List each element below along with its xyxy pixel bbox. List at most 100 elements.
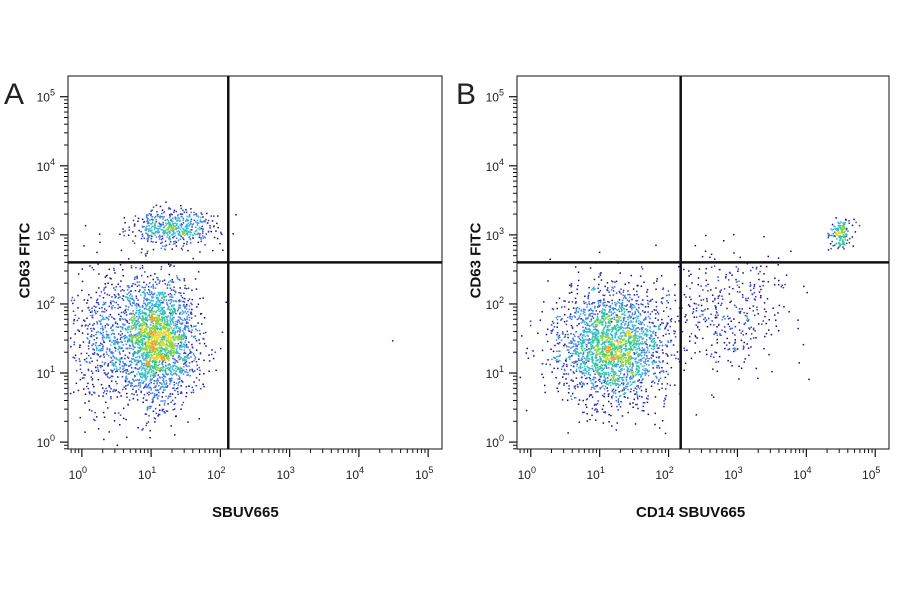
event-dot	[158, 311, 160, 313]
event-dot	[181, 339, 183, 341]
event-dot	[147, 303, 149, 305]
event-dot	[168, 340, 170, 342]
event-dot	[140, 341, 142, 343]
event-dot	[162, 400, 164, 402]
event-dot	[623, 317, 625, 319]
event-dot	[607, 325, 609, 327]
event-dot	[178, 316, 180, 318]
event-dot	[631, 378, 633, 380]
event-dot	[569, 359, 571, 361]
event-dot	[164, 310, 166, 312]
event-dot	[603, 295, 605, 297]
event-dot	[591, 339, 593, 341]
event-dot	[84, 299, 86, 301]
event-dot	[167, 347, 169, 349]
event-dot	[614, 302, 616, 304]
event-dot	[630, 376, 632, 378]
event-dot	[664, 398, 666, 400]
event-dot	[614, 281, 616, 283]
event-dot	[178, 375, 180, 377]
event-dot	[186, 313, 188, 315]
event-dot	[188, 374, 190, 376]
event-dot	[139, 309, 141, 311]
event-dot	[189, 362, 191, 364]
event-dot	[128, 381, 130, 383]
event-dot	[145, 349, 147, 351]
event-dot	[138, 328, 140, 330]
event-dot	[180, 300, 182, 302]
event-dot	[115, 348, 117, 350]
event-dot	[149, 294, 151, 296]
event-dot	[112, 370, 114, 372]
event-dot	[184, 278, 186, 280]
event-dot	[95, 306, 97, 308]
event-dot	[158, 395, 160, 397]
event-dot	[173, 353, 175, 355]
event-dot	[597, 369, 599, 371]
event-dot	[117, 445, 119, 447]
event-dot	[153, 373, 155, 375]
event-dot	[173, 232, 175, 234]
event-dot	[151, 354, 153, 356]
event-dot	[144, 376, 146, 378]
event-dot	[557, 332, 559, 334]
event-dot	[88, 307, 90, 309]
event-dot	[188, 220, 190, 222]
event-dot	[117, 376, 119, 378]
event-dot	[592, 362, 594, 364]
event-dot	[168, 238, 170, 240]
event-dot	[157, 397, 159, 399]
event-dot	[176, 349, 178, 351]
event-dot	[173, 373, 175, 375]
event-dot	[175, 225, 177, 227]
event-dot	[179, 279, 181, 281]
event-dot	[632, 366, 634, 368]
event-dot	[161, 224, 163, 226]
event-dot	[126, 336, 128, 338]
event-dot	[600, 275, 602, 277]
event-dot	[170, 313, 172, 315]
event-dot	[139, 317, 141, 319]
event-dot	[636, 391, 638, 393]
event-dot	[562, 331, 564, 333]
event-dot	[161, 333, 163, 335]
event-dot	[184, 319, 186, 321]
event-dot	[629, 315, 631, 317]
event-dot	[200, 212, 202, 214]
event-dot	[155, 232, 157, 234]
event-dot	[137, 394, 139, 396]
event-dot	[190, 356, 192, 358]
event-dot	[557, 319, 559, 321]
event-dot	[124, 222, 126, 224]
event-dot	[198, 233, 200, 235]
event-dot	[182, 214, 184, 216]
event-dot	[656, 301, 658, 303]
event-dot	[208, 220, 210, 222]
event-dot	[652, 311, 654, 313]
event-dot	[172, 315, 174, 317]
event-dot	[181, 224, 183, 226]
event-dot	[568, 309, 570, 311]
event-dot	[178, 384, 180, 386]
y-tick-label: 102	[37, 295, 55, 312]
event-dot	[208, 231, 210, 233]
event-dot	[176, 301, 178, 303]
event-dot	[169, 325, 171, 327]
event-dot	[540, 319, 542, 321]
event-dot	[134, 223, 136, 225]
event-dot	[144, 238, 146, 240]
event-dot	[158, 370, 160, 372]
event-dot	[73, 320, 75, 322]
event-dot	[190, 325, 192, 327]
event-dot	[137, 368, 139, 370]
event-dot	[144, 394, 146, 396]
event-dot	[187, 356, 189, 358]
event-dot	[601, 344, 603, 346]
event-dot	[125, 320, 127, 322]
event-dot	[124, 370, 126, 372]
event-dot	[145, 379, 147, 381]
event-dot	[696, 324, 698, 326]
event-dot	[570, 313, 572, 315]
event-dot	[170, 224, 172, 226]
event-dot	[91, 371, 93, 373]
